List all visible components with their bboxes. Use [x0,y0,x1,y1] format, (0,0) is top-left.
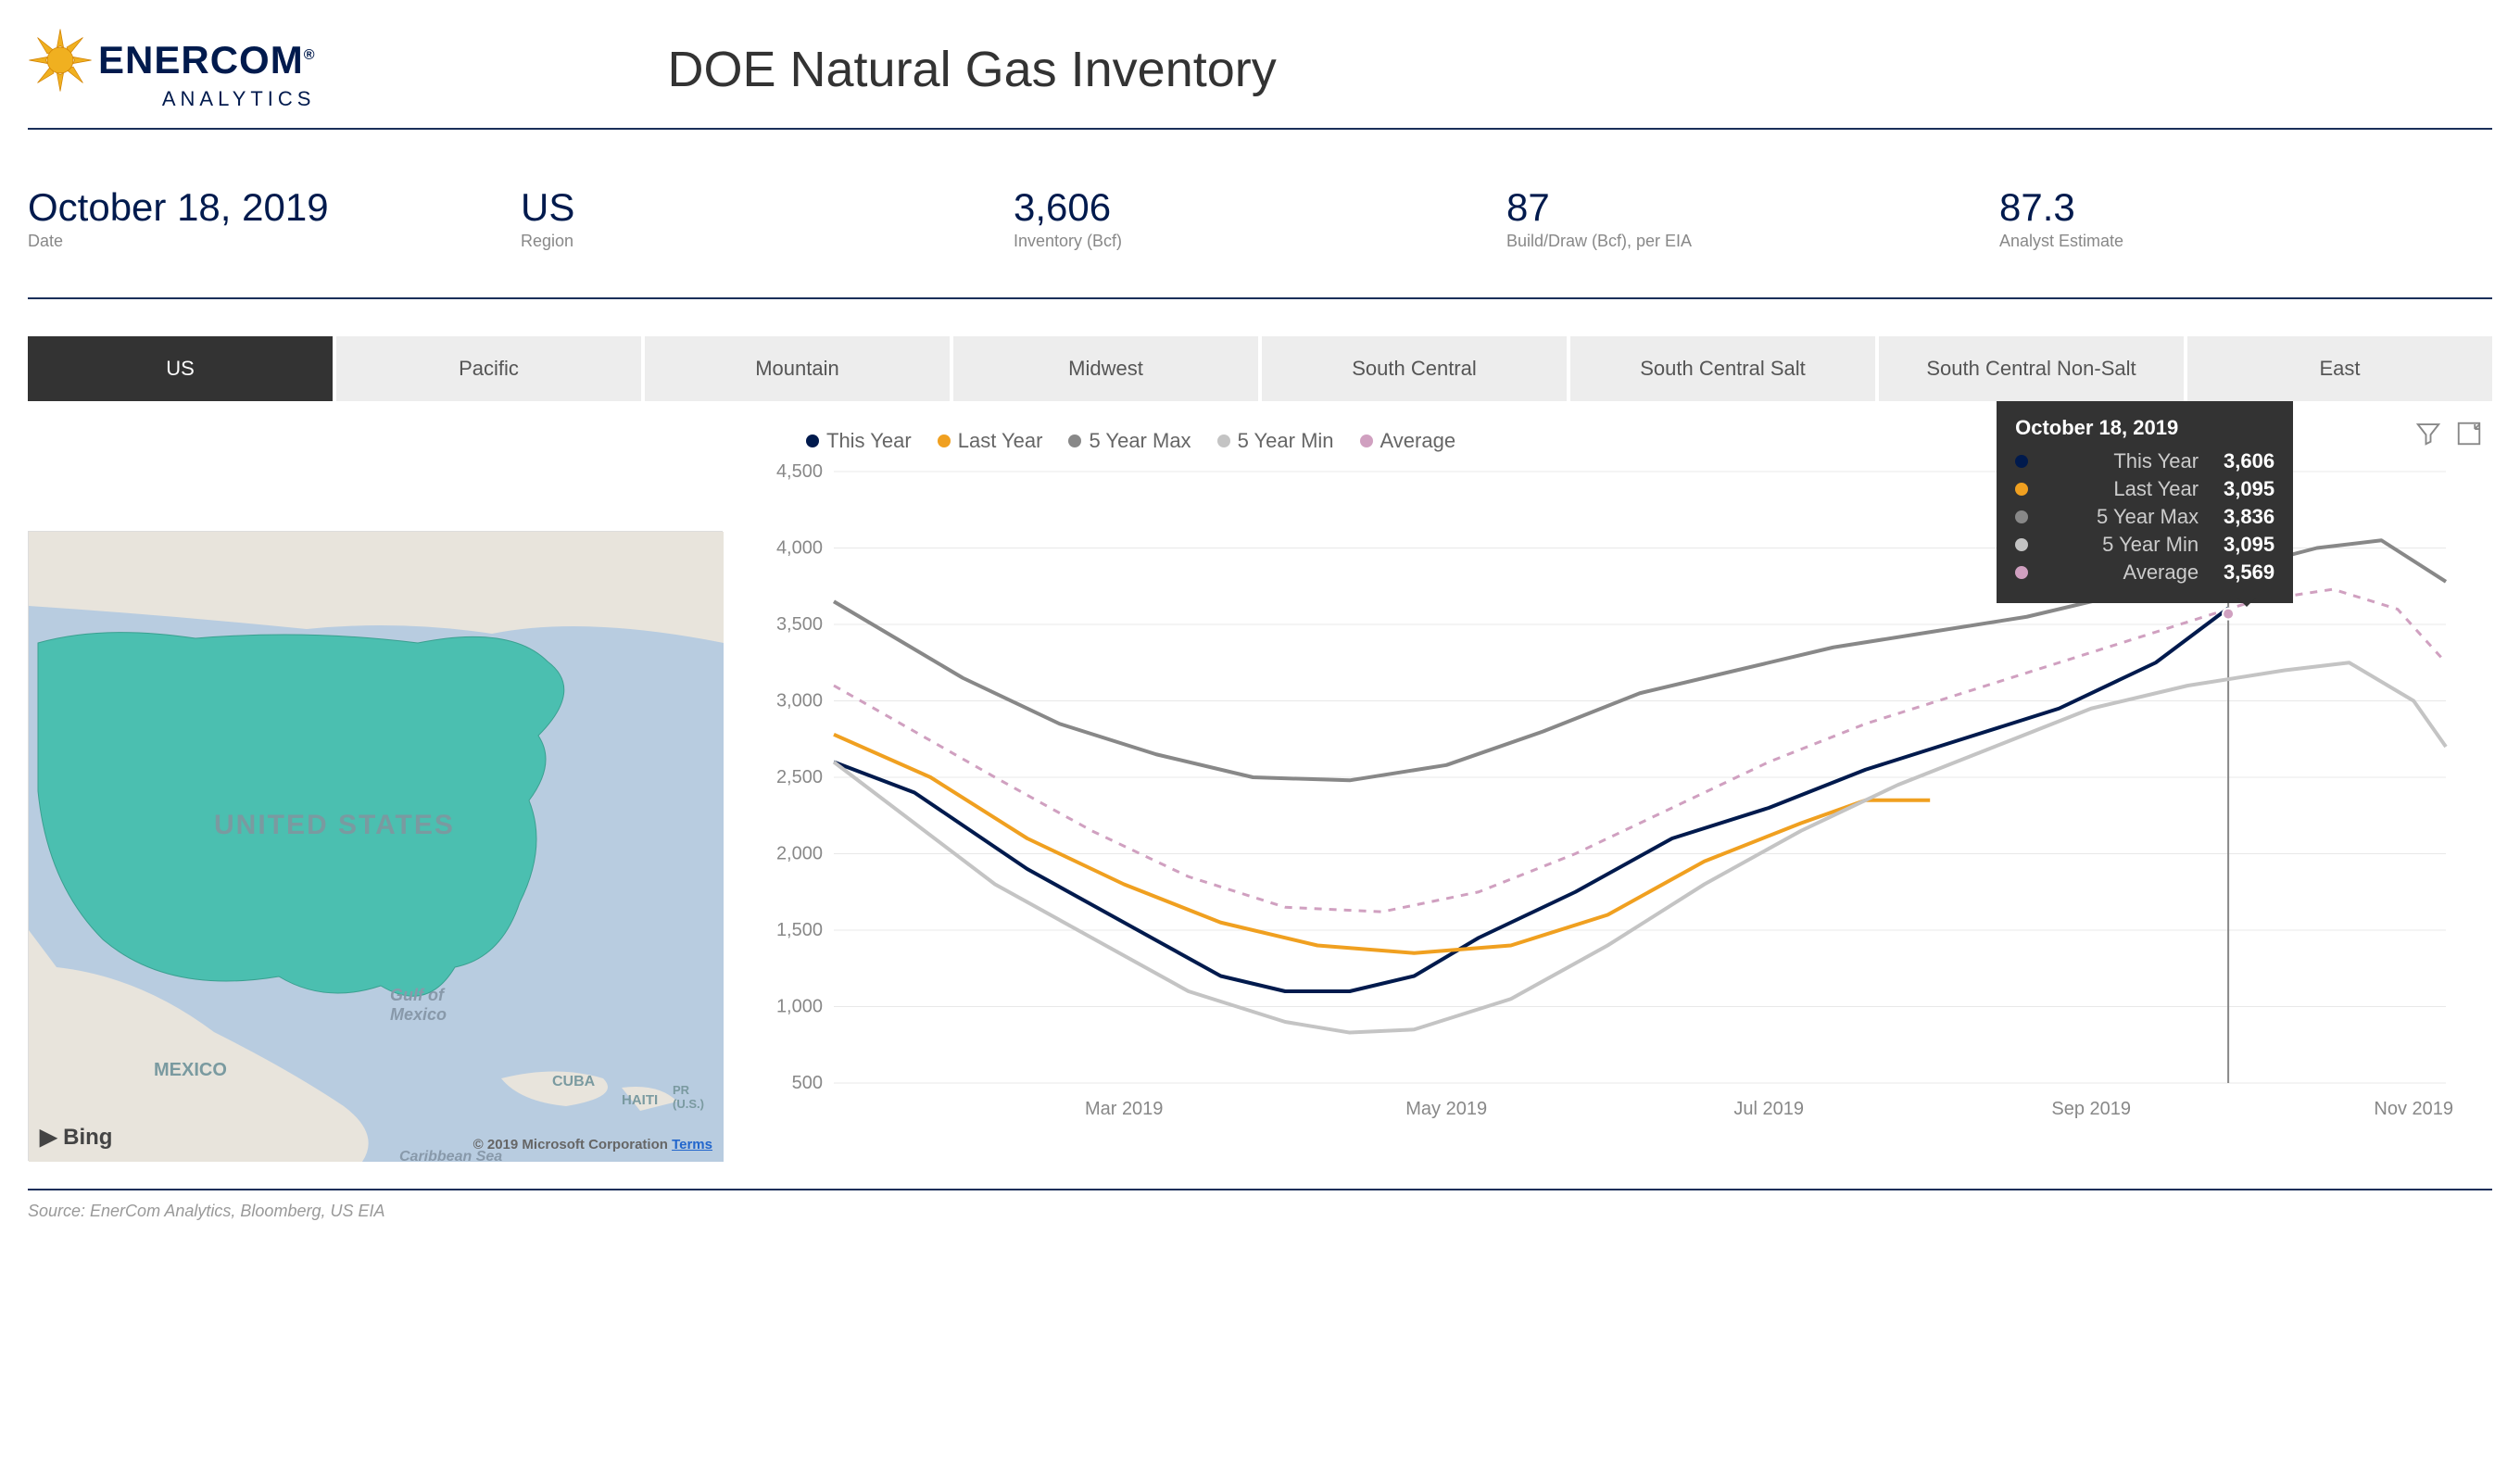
stat-card: 87 Build/Draw (Bcf), per EIA [1506,185,1999,251]
legend-item[interactable]: 5 Year Max [1068,429,1191,453]
stat-value: US [521,185,1014,230]
svg-text:Sep 2019: Sep 2019 [2051,1099,2131,1119]
logo-text: ENERCOM® [98,38,315,82]
svg-text:2,500: 2,500 [776,767,823,787]
tab-pacific[interactable]: Pacific [336,336,641,401]
legend-item[interactable]: This Year [806,429,912,453]
legend-label: Last Year [958,429,1043,453]
tooltip-label: 5 Year Max [2039,505,2199,529]
stat-value: 87.3 [1999,185,2492,230]
tooltip-row: This Year 3,606 [2015,449,2274,473]
map-copyright: © 2019 Microsoft Corporation Terms [473,1137,712,1152]
map-terms-link[interactable]: Terms [672,1137,712,1152]
tooltip-label: Last Year [2039,477,2199,501]
legend-dot [938,435,951,447]
tooltip-value: 3,836 [2210,505,2274,529]
stat-label: Build/Draw (Bcf), per EIA [1506,232,1999,251]
stat-card: October 18, 2019 Date [28,185,521,251]
legend-dot [1217,435,1230,447]
map-label-mexico: MEXICO [154,1060,227,1081]
svg-text:2,000: 2,000 [776,844,823,864]
svg-text:3,500: 3,500 [776,614,823,635]
map-label-us: UNITED STATES [214,810,455,841]
svg-text:4,500: 4,500 [776,462,823,482]
svg-text:500: 500 [792,1073,823,1093]
svg-text:Jul 2019: Jul 2019 [1733,1099,1804,1119]
svg-text:1,000: 1,000 [776,997,823,1017]
tooltip-value: 3,095 [2210,533,2274,557]
stat-label: Date [28,232,521,251]
legend-dot [806,435,819,447]
legend-label: This Year [826,429,912,453]
map-label-haiti: HAITI [622,1092,658,1108]
tab-mountain[interactable]: Mountain [645,336,950,401]
svg-text:4,000: 4,000 [776,538,823,559]
legend-label: 5 Year Min [1238,429,1334,453]
legend-label: 5 Year Max [1089,429,1191,453]
logo-subtitle: ANALYTICS [162,87,316,111]
tooltip-label: 5 Year Min [2039,533,2199,557]
legend-dot [1360,435,1373,447]
tooltip-value: 3,569 [2210,560,2274,585]
filter-icon[interactable] [2414,420,2442,447]
legend-item[interactable]: Last Year [938,429,1043,453]
stat-card: 87.3 Analyst Estimate [1999,185,2492,251]
svg-text:Mar 2019: Mar 2019 [1085,1099,1164,1119]
svg-text:May 2019: May 2019 [1405,1099,1487,1119]
tooltip-label: This Year [2039,449,2199,473]
page-title: DOE Natural Gas Inventory [667,41,1276,98]
chart-tooltip: October 18, 2019 This Year 3,606 Last Year… [1997,401,2293,603]
stat-label: Inventory (Bcf) [1014,232,1506,251]
stat-value: October 18, 2019 [28,185,521,230]
stat-label: Region [521,232,1014,251]
tooltip-dot [2015,483,2028,496]
tooltip-row: Average 3,569 [2015,560,2274,585]
tab-us[interactable]: US [28,336,333,401]
header: ENERCOM® ANALYTICS DOE Natural Gas Inven… [28,28,2492,130]
stats-row: October 18, 2019 DateUS Region3,606 Invento… [28,185,2492,299]
stat-value: 87 [1506,185,1999,230]
focus-icon[interactable] [2455,420,2483,447]
sun-icon [28,28,93,93]
tab-south-central[interactable]: South Central [1262,336,1567,401]
svg-text:Nov 2019: Nov 2019 [2374,1099,2453,1119]
tooltip-value: 3,095 [2210,477,2274,501]
stat-card: 3,606 Inventory (Bcf) [1014,185,1506,251]
legend-dot [1068,435,1081,447]
tooltip-dot [2015,455,2028,468]
legend-item[interactable]: Average [1360,429,1456,453]
legend-item[interactable]: 5 Year Min [1217,429,1334,453]
map-label-gulf: Gulf of Mexico [390,986,447,1025]
stat-label: Analyst Estimate [1999,232,2492,251]
tooltip-dot [2015,510,2028,523]
svg-text:1,500: 1,500 [776,920,823,940]
stat-card: US Region [521,185,1014,251]
svg-text:3,000: 3,000 [776,691,823,712]
tab-south-central-salt[interactable]: South Central Salt [1570,336,1875,401]
map-label-sea: Caribbean Sea [399,1149,502,1165]
tooltip-row: Last Year 3,095 [2015,477,2274,501]
tooltip-row: 5 Year Max 3,836 [2015,505,2274,529]
region-tabs: USPacificMountainMidwestSouth CentralSou… [28,336,2492,401]
tooltip-label: Average [2039,560,2199,585]
tab-midwest[interactable]: Midwest [953,336,1258,401]
tab-east[interactable]: East [2187,336,2492,401]
map-provider: ▶ Bing [40,1124,112,1151]
tooltip-dot [2015,566,2028,579]
map-label-pr: PR (U.S.) [673,1083,704,1111]
tooltip-dot [2015,538,2028,551]
inventory-chart[interactable]: This Year Last Year 5 Year Max 5 Year Min Av… [750,420,2492,1161]
region-map[interactable]: UNITED STATES Gulf of Mexico MEXICO CUBA… [28,531,723,1161]
stat-value: 3,606 [1014,185,1506,230]
map-label-cuba: CUBA [552,1074,595,1090]
source-attribution: Source: EnerCom Analytics, Bloomberg, US… [28,1189,2492,1221]
tooltip-row: 5 Year Min 3,095 [2015,533,2274,557]
chart-toolbar [2414,420,2483,447]
legend-label: Average [1380,429,1456,453]
logo: ENERCOM® ANALYTICS [28,28,315,111]
tooltip-title: October 18, 2019 [2015,416,2274,440]
tab-south-central-non-salt[interactable]: South Central Non-Salt [1879,336,2184,401]
tooltip-value: 3,606 [2210,449,2274,473]
